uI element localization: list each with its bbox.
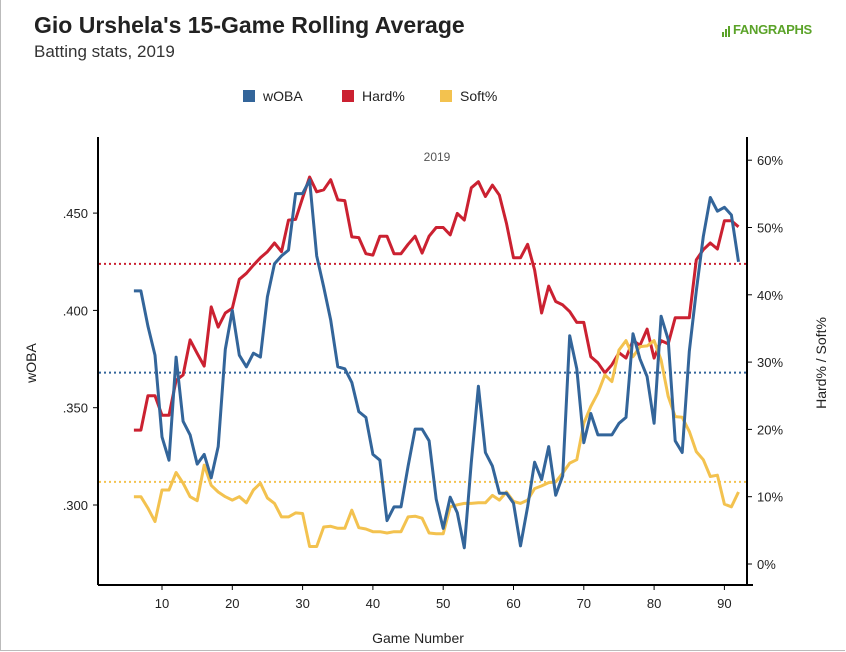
x-axis-label: Game Number — [372, 630, 464, 646]
x-tick-label: 30 — [295, 596, 309, 611]
x-tick-label: 60 — [506, 596, 520, 611]
y2-tick-label: 20% — [757, 422, 783, 437]
y-axis-label: wOBA — [23, 343, 39, 384]
y2-tick-label: 30% — [757, 355, 783, 370]
y2-tick-label: 60% — [757, 153, 783, 168]
woba-series-line — [133, 178, 740, 550]
fangraphs-logo: FANGRAPHS — [722, 22, 812, 37]
legend-item-hard: Hard% — [342, 88, 405, 104]
legend-label: wOBA — [263, 88, 303, 104]
y2-tick-label: 40% — [757, 288, 783, 303]
y-tick-label: .300 — [63, 498, 88, 513]
y-tick-label: .350 — [63, 401, 88, 416]
y2-axis-label: Hard% / Soft% — [813, 317, 829, 409]
x-tick-label: 10 — [155, 596, 169, 611]
x-tick-label: 50 — [436, 596, 450, 611]
y-tick-label: .450 — [63, 206, 88, 221]
x-tick-label: 20 — [225, 596, 239, 611]
annotation-year: 2019 — [424, 150, 451, 164]
x-tick-label: 40 — [366, 596, 380, 611]
logo-bars-icon — [722, 22, 731, 37]
y-tick-label: .400 — [63, 303, 88, 318]
hard-series-line — [133, 175, 740, 432]
legend-item-woba: wOBA — [243, 88, 303, 104]
y2-tick-label: 0% — [757, 557, 776, 572]
legend-swatch-hard — [342, 90, 354, 102]
x-tick-label: 90 — [717, 596, 731, 611]
legend-label: Hard% — [362, 88, 405, 104]
y2-tick-label: 10% — [757, 490, 783, 505]
x-tick-label: 70 — [577, 596, 591, 611]
legend-swatch-soft — [440, 90, 452, 102]
chart-subtitle: Batting stats, 2019 — [34, 42, 175, 61]
legend-label: Soft% — [460, 88, 498, 104]
legend-swatch-woba — [243, 90, 255, 102]
x-tick-label: 80 — [647, 596, 661, 611]
chart-title: Gio Urshela's 15-Game Rolling Average — [34, 12, 465, 38]
logo-text: FANGRAPHS — [733, 22, 812, 37]
legend-item-soft: Soft% — [440, 88, 497, 104]
y2-tick-label: 50% — [757, 221, 783, 236]
